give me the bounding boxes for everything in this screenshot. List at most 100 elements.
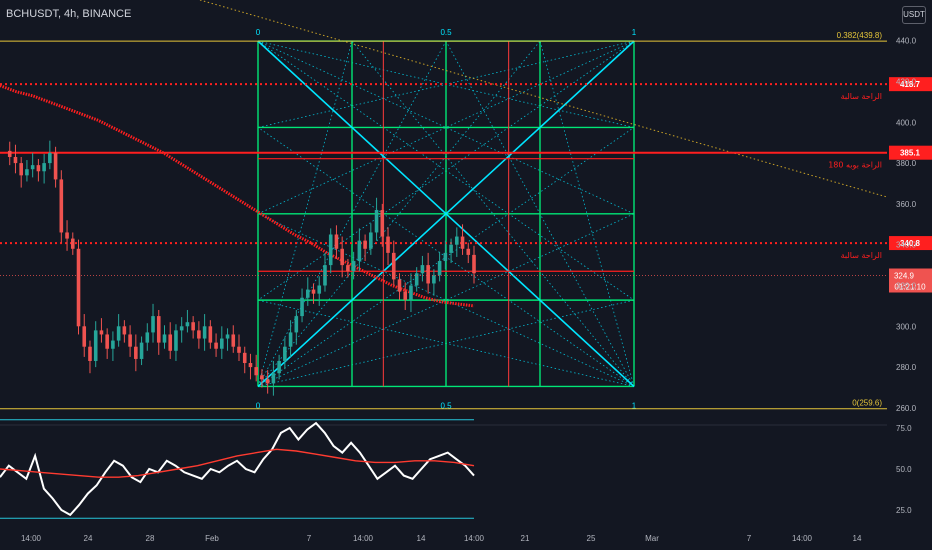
time-tick-label: 14 [853, 534, 862, 543]
candle-body [334, 234, 339, 249]
price-tick-label: 400.0 [896, 118, 917, 127]
candle-body [265, 379, 270, 384]
candle-body [380, 210, 385, 237]
candle-body [76, 248, 81, 327]
gann-top-label: 0 [256, 28, 261, 37]
time-tick-label: 14:00 [21, 534, 42, 543]
level-label: الراحة سالبة [841, 251, 882, 260]
candle-body [59, 179, 64, 233]
candle-body [294, 316, 299, 333]
price-tick-label: 260.0 [896, 404, 917, 413]
candle-body [391, 252, 396, 280]
candle-body [460, 236, 465, 249]
price-tick-label: 380.0 [896, 159, 917, 168]
rsi-line [0, 421, 475, 517]
candle-body [260, 375, 264, 380]
candle-body [19, 163, 23, 176]
price-tick-label: 320.0 [896, 282, 917, 291]
gann-top-label: 0.5 [440, 28, 452, 37]
candle-body [426, 265, 430, 284]
time-tick-label: 14:00 [353, 534, 374, 543]
candle-body [220, 338, 224, 349]
candle-body [48, 152, 52, 164]
rsi-tick-label: 75.0 [896, 424, 912, 433]
candle-body [111, 340, 115, 349]
price-tick-label: 420.0 [896, 78, 917, 87]
time-tick-label: 25 [587, 534, 596, 543]
rsi-tick-label: 25.0 [896, 506, 912, 515]
candle-body [197, 330, 201, 339]
time-tick-label: Mar [645, 534, 659, 543]
gann-bottom-label: 0 [256, 401, 261, 410]
level-label: الراحة بوبه 180 [828, 161, 882, 170]
price-tick-label: 300.0 [896, 322, 917, 331]
candle-body [374, 210, 379, 233]
candle-body [185, 322, 190, 327]
currency-button[interactable]: USDT [902, 6, 926, 24]
candle-body [65, 232, 69, 239]
candle-body [156, 316, 161, 343]
candle-body [432, 275, 436, 284]
candle-body [88, 346, 92, 361]
candle-body [328, 234, 333, 266]
candle-body [202, 326, 207, 339]
candle-body [271, 373, 276, 384]
candle-body [36, 165, 41, 172]
candle-body [242, 352, 247, 364]
candle-body [283, 346, 287, 361]
candle-body [437, 261, 442, 276]
candle-body [386, 236, 390, 253]
level-badge-text: 418.7 [900, 80, 921, 89]
candle-body [277, 360, 281, 374]
candle-body [357, 240, 362, 262]
time-tick-label: 7 [307, 534, 312, 543]
candle-body [397, 279, 402, 292]
candle-body [231, 334, 236, 347]
price-tick-label: 360.0 [896, 200, 917, 209]
candle-body [93, 330, 98, 361]
candle-body [134, 346, 138, 359]
current-price-text: 324.9 [894, 272, 915, 281]
price-tick-label: 340.0 [896, 241, 917, 250]
fib-level-label: 0.382(439.8) [837, 31, 883, 40]
trendline [199, 0, 888, 198]
candle-body [472, 254, 476, 274]
candle-body [151, 316, 155, 333]
candle-body [248, 363, 253, 368]
candle-body [179, 326, 184, 331]
candle-body [346, 265, 350, 272]
symbol-title[interactable]: BCHUSDT, 4h, BINANCE [6, 8, 132, 20]
candle-body [122, 326, 127, 335]
candle-body [254, 367, 258, 376]
gann-top-label: 1 [632, 28, 637, 37]
price-tick-label: 440.0 [896, 37, 917, 46]
countdown-text: 01:21:10 [894, 283, 926, 292]
time-tick-label: 14 [417, 534, 426, 543]
candle-body [351, 261, 356, 272]
time-tick-label: 24 [84, 534, 93, 543]
candle-body [237, 346, 241, 353]
candle-body [455, 236, 459, 245]
candle-body [53, 152, 58, 180]
level-badge-text: 340.8 [900, 239, 921, 248]
candle-body [443, 252, 448, 262]
candle-body [305, 289, 310, 298]
candles [7, 140, 476, 396]
candle-body [317, 285, 322, 294]
candle-body [340, 248, 344, 266]
candle-body [300, 297, 304, 317]
candle-body [311, 289, 316, 294]
price-tick-label: 280.0 [896, 363, 917, 372]
candle-body [214, 342, 218, 349]
candle-body [225, 334, 230, 339]
time-tick-label: 21 [521, 534, 530, 543]
time-tick-label: Feb [205, 534, 219, 543]
candle-body [191, 322, 195, 331]
candle-body [420, 265, 425, 274]
time-tick-label: 28 [146, 534, 155, 543]
candle-body [42, 163, 46, 172]
candle-body [30, 165, 35, 170]
gann-diagonal [257, 40, 635, 388]
